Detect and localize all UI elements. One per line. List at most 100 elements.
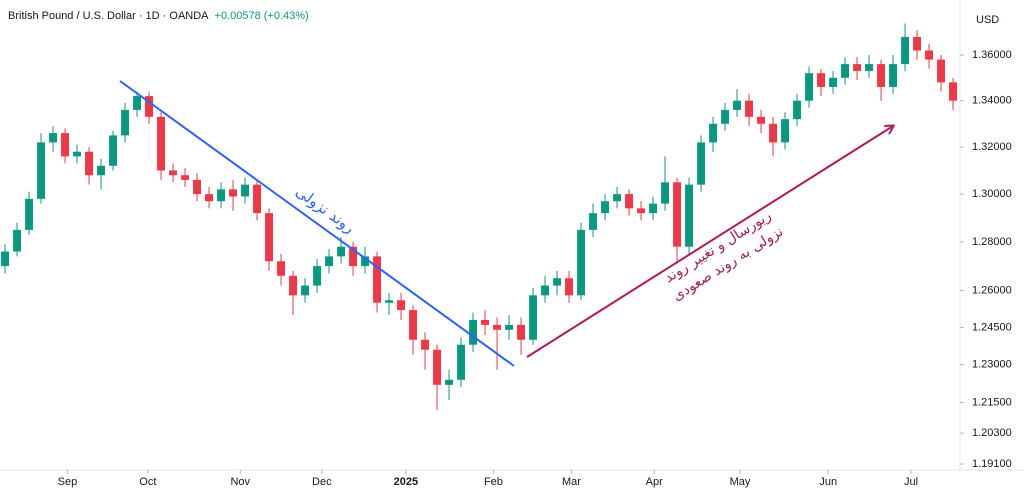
candle-body <box>577 229 585 296</box>
candle-body <box>853 64 861 71</box>
x-tick-label: Mar <box>562 476 581 488</box>
y-tick-label: 1.30000 <box>972 188 1012 200</box>
candle-body <box>829 77 837 87</box>
candle-body <box>685 184 693 247</box>
candle-body <box>865 64 873 71</box>
candle-body <box>157 116 165 171</box>
candle-body <box>169 170 177 176</box>
candle-body <box>217 189 225 202</box>
candle-body <box>97 165 105 176</box>
symbol-title: British Pound / U.S. Dollar · 1D · OANDA <box>8 10 209 22</box>
x-tick-label: Oct <box>139 476 156 488</box>
y-tick-label: 1.20300 <box>972 427 1012 439</box>
candle-body <box>397 300 405 311</box>
plot-area <box>1 23 957 411</box>
y-tick-label: 1.21500 <box>972 396 1012 408</box>
y-tick-label: 1.32000 <box>972 141 1012 153</box>
y-tick-label: 1.26000 <box>972 284 1012 296</box>
candle-body <box>409 310 417 340</box>
candle-body <box>589 213 597 230</box>
candle-body <box>949 82 957 101</box>
candle-body <box>325 256 333 267</box>
candle-body <box>769 123 777 143</box>
candle-body <box>277 261 285 276</box>
candle-body <box>337 246 345 257</box>
x-tick-label: Feb <box>484 476 503 488</box>
candle-body <box>553 278 561 286</box>
chart-header: British Pound / U.S. Dollar · 1D · OANDA… <box>8 10 309 22</box>
candle-body <box>145 96 153 117</box>
candle-body <box>133 96 141 110</box>
candle-body <box>421 339 429 350</box>
candle-body <box>793 100 801 120</box>
candle-body <box>733 100 741 110</box>
candle-body <box>517 324 525 340</box>
candle-body <box>709 123 717 143</box>
candle-body <box>913 36 921 51</box>
candle-body <box>877 64 885 87</box>
candle-body <box>241 184 249 197</box>
candle-body <box>49 133 57 143</box>
x-tick-label: Apr <box>646 476 663 488</box>
x-tick-label: Jun <box>819 476 837 488</box>
candle-body <box>817 73 825 87</box>
candle-body <box>229 189 237 197</box>
candle-body <box>205 194 213 202</box>
candle-body <box>265 213 273 262</box>
candle-body <box>361 256 369 267</box>
candle-body <box>889 64 897 87</box>
candle-body <box>745 100 753 117</box>
candle-body <box>73 151 81 157</box>
candle-body <box>61 133 69 157</box>
y-tick-label: 1.34000 <box>972 95 1012 107</box>
candle-body <box>481 319 489 325</box>
candle-body <box>37 142 45 199</box>
candle-body <box>193 179 201 195</box>
candle-body <box>661 182 669 204</box>
candle-body <box>637 208 645 214</box>
candle-body <box>697 142 705 185</box>
candle-body <box>625 194 633 209</box>
candle-body <box>673 182 681 247</box>
candle-body <box>313 266 321 286</box>
candle-body <box>565 278 573 296</box>
x-tick-label: Sep <box>58 476 78 488</box>
candle-body <box>1 251 9 267</box>
y-tick-label: 1.36000 <box>972 49 1012 61</box>
candle-body <box>925 50 933 60</box>
price-change: +0.00578 (+0.43%) <box>215 10 309 22</box>
candle-body <box>937 59 945 83</box>
candle-body <box>13 229 21 252</box>
candle-body <box>493 324 501 330</box>
candle-body <box>613 194 621 202</box>
candle-body <box>121 109 129 136</box>
downtrend-line <box>119 80 515 367</box>
candle-body <box>385 300 393 303</box>
candle-body <box>841 64 849 78</box>
candle-body <box>433 349 441 385</box>
candle-body <box>601 201 609 214</box>
candle-body <box>529 295 537 340</box>
candle-body <box>457 344 465 380</box>
candle-body <box>373 256 381 303</box>
candle-body <box>781 119 789 143</box>
y-tick-label: 1.23000 <box>972 359 1012 371</box>
candle-body <box>85 151 93 176</box>
x-tick-label: Dec <box>312 476 332 488</box>
candle-body <box>253 184 261 214</box>
candle-body <box>469 319 477 345</box>
candle-body <box>505 324 513 330</box>
candle-body <box>25 198 33 230</box>
candle-body <box>649 203 657 214</box>
candle-body <box>721 109 729 124</box>
x-tick-label: Nov <box>230 476 250 488</box>
candle-body <box>805 73 813 101</box>
candle-body <box>301 285 309 296</box>
candle-body <box>349 246 357 267</box>
candle-body <box>757 116 765 124</box>
x-tick-label: May <box>730 476 751 488</box>
candle-body <box>445 379 453 385</box>
y-tick-label: 1.19100 <box>972 458 1012 470</box>
candle-body <box>541 285 549 296</box>
